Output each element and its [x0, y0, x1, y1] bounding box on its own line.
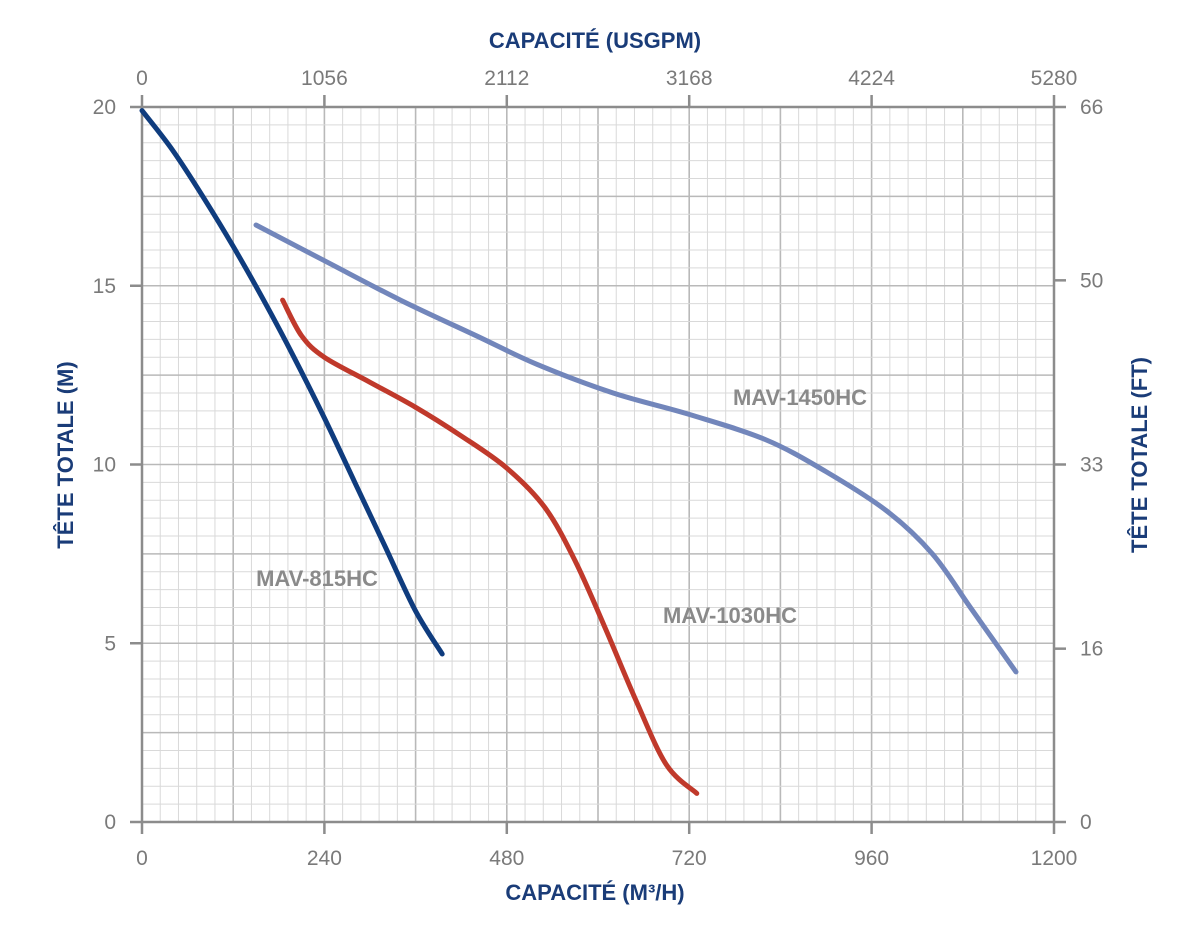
x-top-tick-label: 5280	[1031, 67, 1078, 90]
x-bottom-tick-label: 0	[136, 847, 148, 870]
y-left-tick-label: 20	[93, 96, 116, 119]
series-line-mav-1030hc	[280, 297, 700, 796]
x-bottom-tick-label: 1200	[1031, 847, 1078, 870]
series-label-mav-1030hc: MAV-1030HC	[663, 603, 797, 628]
y-left-axis-title: TÊTE TOTALE (M)	[53, 361, 78, 548]
series-label-mav-1450hc: MAV-1450HC	[733, 385, 867, 410]
x-top-tick-label: 1056	[301, 67, 348, 90]
series-line-mav-1450hc	[253, 222, 1019, 675]
x-bottom-tick-label: 240	[307, 847, 342, 870]
y-left-tick-label: 15	[93, 275, 116, 298]
x-bottom-tick-label: 480	[489, 847, 524, 870]
x-top-tick-label: 3168	[666, 67, 713, 90]
x-bottom-axis-title: CAPACITÉ (M³/H)	[505, 880, 684, 905]
y-left-tick-label: 5	[104, 632, 116, 655]
x-bottom-tick-label: 960	[854, 847, 889, 870]
series-line-mav-815hc	[139, 108, 445, 657]
y-right-tick-label: 50	[1080, 269, 1103, 292]
x-top-tick-label: 0	[136, 67, 148, 90]
y-left-tick-label: 0	[104, 811, 116, 834]
y-right-tick-label: 16	[1080, 638, 1103, 661]
series-label-mav-815hc: MAV-815HC	[256, 566, 378, 591]
x-top-tick-label: 4224	[848, 67, 895, 90]
y-right-tick-label: 66	[1080, 96, 1103, 119]
y-right-axis-title: TÊTE TOTALE (FT)	[1127, 357, 1152, 553]
x-top-tick-label: 2112	[484, 67, 529, 90]
x-bottom-tick-label: 720	[672, 847, 707, 870]
series-lines	[139, 108, 1019, 796]
y-right-tick-label: 0	[1080, 811, 1092, 834]
y-left-tick-label: 10	[93, 454, 116, 477]
x-top-axis-title: CAPACITÉ (USGPM)	[489, 28, 701, 53]
grid	[142, 107, 1054, 822]
y-right-tick-label: 33	[1080, 454, 1103, 477]
